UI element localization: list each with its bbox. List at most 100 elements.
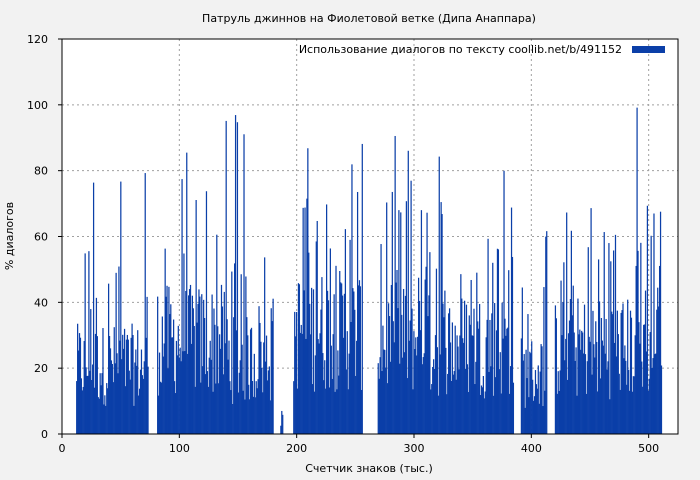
bar xyxy=(350,321,352,434)
bar xyxy=(144,173,146,435)
bar xyxy=(99,373,101,434)
bar xyxy=(143,361,145,434)
bar xyxy=(166,285,168,434)
bar xyxy=(132,335,134,434)
bar xyxy=(628,369,630,434)
bar xyxy=(435,268,438,434)
bar xyxy=(535,384,538,434)
chart-title: Патруль джиннов на Фиолетовой ветке (Дип… xyxy=(202,12,536,25)
bar xyxy=(409,320,411,434)
bar xyxy=(177,325,179,434)
bar xyxy=(317,339,319,434)
bar xyxy=(184,351,186,434)
bar xyxy=(199,296,201,434)
bar xyxy=(544,390,546,434)
bar xyxy=(259,322,261,434)
bar xyxy=(595,321,597,434)
bar xyxy=(501,302,503,434)
bar xyxy=(326,290,329,434)
bar xyxy=(658,306,660,434)
bar xyxy=(249,329,252,434)
bar xyxy=(390,284,393,434)
bar xyxy=(448,313,450,434)
bar xyxy=(116,353,118,434)
bar xyxy=(236,122,239,435)
bar xyxy=(313,391,316,434)
bar xyxy=(100,385,102,434)
bar xyxy=(331,378,333,434)
bar xyxy=(613,342,616,434)
bar xyxy=(250,327,253,434)
y-tick-label: 20 xyxy=(34,362,48,375)
bar xyxy=(573,332,575,434)
bar xyxy=(332,334,334,434)
bar xyxy=(643,324,646,434)
bar xyxy=(436,347,439,434)
bar xyxy=(222,374,224,434)
bar xyxy=(386,202,388,434)
bar xyxy=(307,148,309,435)
bar xyxy=(188,289,191,434)
bar xyxy=(502,338,504,434)
legend: Использование диалогов по тексту coollib… xyxy=(299,43,665,56)
bar xyxy=(228,340,230,434)
bar xyxy=(589,341,591,434)
bar xyxy=(577,298,579,434)
bar xyxy=(463,300,466,434)
bar xyxy=(189,284,192,434)
bar xyxy=(79,337,82,434)
bar xyxy=(527,314,529,434)
bar xyxy=(218,334,221,434)
bar xyxy=(305,338,307,434)
bar xyxy=(316,220,318,434)
bar xyxy=(403,352,406,434)
bar xyxy=(194,386,196,434)
bar xyxy=(298,284,301,434)
bar xyxy=(247,335,249,434)
bar xyxy=(433,368,436,434)
bar xyxy=(658,265,661,434)
bar xyxy=(414,348,416,434)
bar xyxy=(239,360,241,434)
bar xyxy=(170,304,172,434)
bar xyxy=(295,312,298,434)
bar xyxy=(655,353,657,434)
bar xyxy=(412,389,414,434)
bar xyxy=(302,207,304,434)
bar xyxy=(621,310,623,434)
bar xyxy=(80,378,83,434)
bar xyxy=(182,351,184,434)
bar xyxy=(168,286,170,434)
grid-lines xyxy=(62,39,678,434)
bar xyxy=(169,314,171,434)
bar xyxy=(424,279,426,434)
bar xyxy=(328,387,331,434)
bar xyxy=(529,351,531,434)
bar xyxy=(632,376,634,434)
bar xyxy=(537,365,539,434)
bar xyxy=(489,319,491,434)
bar xyxy=(215,383,217,434)
bar xyxy=(569,299,572,434)
bar xyxy=(461,298,463,434)
bar xyxy=(234,263,236,434)
bar xyxy=(266,380,269,434)
bar xyxy=(654,354,656,434)
bar xyxy=(438,156,440,434)
bar xyxy=(476,272,478,434)
bar xyxy=(176,355,178,434)
bar xyxy=(268,366,270,434)
bar xyxy=(520,338,523,434)
bar xyxy=(622,303,624,434)
x-axis-title: Счетчик знаков (тыс.) xyxy=(305,462,433,475)
bar xyxy=(345,369,347,434)
bar xyxy=(382,325,384,434)
bar xyxy=(629,310,632,434)
bar xyxy=(499,352,501,434)
bar xyxy=(605,318,607,434)
bar xyxy=(477,321,479,434)
bar xyxy=(503,170,505,434)
bar xyxy=(210,359,212,434)
bar xyxy=(352,288,354,434)
